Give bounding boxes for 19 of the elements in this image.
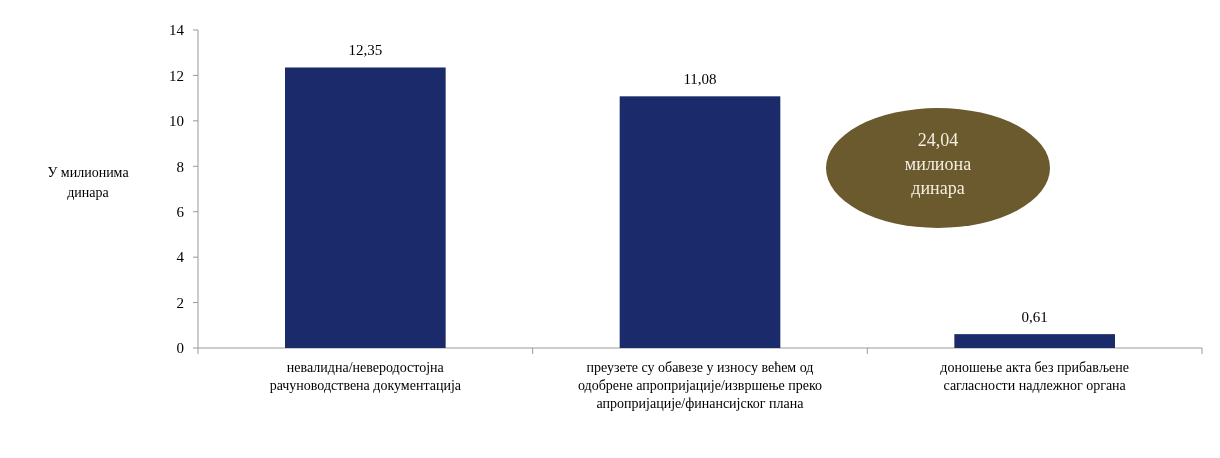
y-axis-title: У милионима динара — [47, 165, 130, 200]
data-label: 12,35 — [348, 42, 383, 59]
x-tick-label: невалидна/неверодостојна рачуноводствена документација — [269, 360, 462, 393]
y-tick-label: 2 — [176, 294, 184, 311]
y-tick-label: 0 — [176, 340, 184, 357]
annotation: 24,04 милиона динара — [904, 130, 972, 198]
bar — [954, 334, 1115, 348]
y-tick-label: 14 — [169, 22, 185, 39]
bar — [619, 96, 781, 348]
x-tick-label: преузете су обавезе у износу већем од одобрене апропријације/извршење преко апропријације/финансијског плана — [577, 360, 823, 411]
y-tick-label: 6 — [176, 203, 185, 220]
data-label: 0,61 — [1021, 309, 1048, 326]
y-tick-label: 8 — [176, 158, 184, 175]
y-tick-label: 10 — [169, 113, 184, 130]
x-tick-label: доношење акта без прибављене сагласности надлежног органа — [940, 360, 1129, 393]
data-label: 11,08 — [683, 71, 717, 88]
y-tick-label: 4 — [176, 249, 185, 266]
bar — [285, 67, 446, 348]
y-tick-label: 12 — [169, 67, 184, 84]
